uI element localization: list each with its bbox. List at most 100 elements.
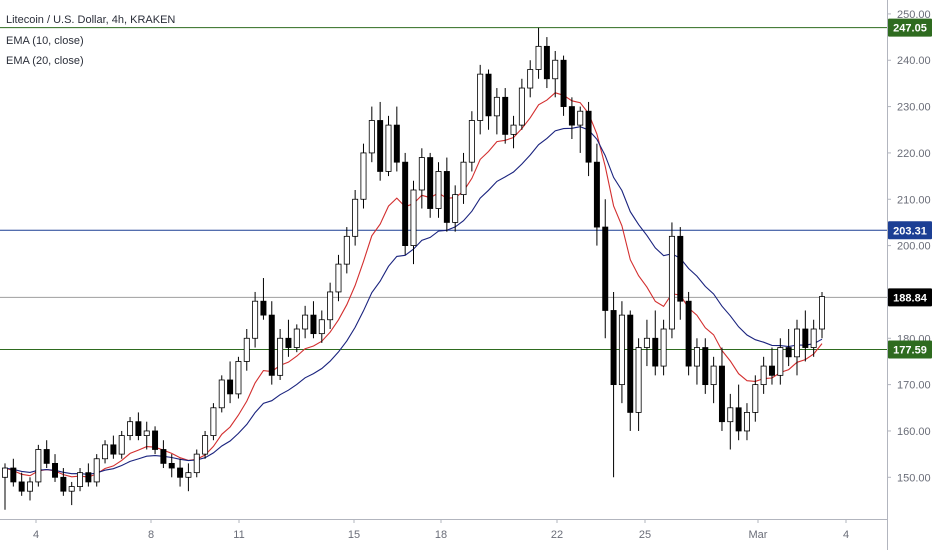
candle xyxy=(385,115,392,177)
candle-body xyxy=(318,319,325,335)
ema-lines xyxy=(4,92,823,478)
candle xyxy=(752,375,759,422)
candle xyxy=(485,69,492,130)
candle-body xyxy=(443,171,450,223)
level-label-177.59: 177.59 xyxy=(888,340,932,359)
candle xyxy=(143,421,150,450)
candles xyxy=(2,27,825,510)
level-label-bg xyxy=(888,340,932,359)
candle xyxy=(168,454,175,478)
candle xyxy=(602,199,609,339)
candle xyxy=(243,329,250,371)
candle-body xyxy=(452,194,459,223)
candle-body xyxy=(493,96,500,117)
candle-body xyxy=(410,189,417,246)
level-label-bg xyxy=(888,18,932,37)
candle xyxy=(643,319,650,367)
candle-body xyxy=(268,314,275,376)
level-label-203.31: 203.31 xyxy=(888,221,932,240)
candle-body xyxy=(393,124,400,163)
candle xyxy=(68,481,75,506)
candle-body xyxy=(710,365,717,386)
candle xyxy=(802,310,809,362)
candle xyxy=(110,435,117,459)
candle xyxy=(677,227,684,320)
candle-body xyxy=(518,87,525,126)
candle-body xyxy=(794,328,800,358)
candle xyxy=(93,454,100,487)
candle xyxy=(327,282,334,330)
candle-body xyxy=(702,347,709,386)
candle xyxy=(368,106,375,163)
candle xyxy=(618,301,625,404)
candle-body xyxy=(127,421,134,436)
candle-body xyxy=(802,328,809,348)
candle-body xyxy=(627,314,634,413)
candle xyxy=(660,319,667,376)
candle-body xyxy=(227,379,234,395)
candle xyxy=(85,463,92,487)
candle xyxy=(627,310,634,431)
candle xyxy=(435,162,442,218)
candle xyxy=(218,375,225,413)
candle-body xyxy=(360,152,367,200)
candle-body xyxy=(510,124,517,135)
candle-body xyxy=(252,300,259,339)
candle xyxy=(302,305,309,339)
ema20-legend: EMA (20, close) xyxy=(6,55,84,67)
horizontal-levels xyxy=(0,27,887,350)
candle-body xyxy=(43,449,50,464)
candle-body xyxy=(477,73,484,121)
candle-body xyxy=(502,96,509,135)
candle xyxy=(702,338,709,394)
candle-body xyxy=(193,453,200,474)
level-label-text: 177.59 xyxy=(893,344,927,356)
candle xyxy=(735,384,742,441)
level-label-bg xyxy=(888,221,932,240)
candle xyxy=(418,148,425,209)
candle xyxy=(668,222,675,339)
candle-body xyxy=(85,472,92,483)
candle-body xyxy=(377,120,384,172)
y-tick-label: 250.00 xyxy=(897,9,931,21)
candle-body xyxy=(819,296,825,330)
candle-body xyxy=(168,462,175,469)
candle-body xyxy=(552,59,559,80)
candle-body xyxy=(27,481,33,492)
candle-body xyxy=(2,467,8,478)
candle xyxy=(127,417,134,441)
candle-body xyxy=(685,300,692,367)
x-tick-label: 4 xyxy=(843,529,849,541)
candle-body xyxy=(693,347,700,367)
candle xyxy=(510,115,517,149)
y-tick-label: 220.00 xyxy=(897,148,931,160)
candle-body xyxy=(527,69,534,89)
chart-legend: Litecoin / U.S. Dollar, 4h, KRAKEN EMA (… xyxy=(6,10,175,72)
candle xyxy=(102,440,109,464)
candle-body xyxy=(68,486,75,492)
y-tick-label: 160.00 xyxy=(897,426,931,438)
candle-body xyxy=(77,472,84,487)
level-label-bg xyxy=(888,288,932,307)
candle xyxy=(768,347,775,385)
candle xyxy=(552,50,559,98)
candle xyxy=(352,189,359,246)
candle xyxy=(610,291,617,478)
candle-body xyxy=(610,310,617,386)
candle xyxy=(335,254,342,302)
candle-body xyxy=(285,337,292,348)
candle xyxy=(193,449,200,478)
candle-body xyxy=(327,291,334,321)
level-label-247.05: 247.05 xyxy=(888,18,932,37)
candle xyxy=(177,458,184,487)
x-tick-label: 8 xyxy=(148,529,154,541)
candle-body xyxy=(660,328,667,367)
candle-body xyxy=(652,337,659,367)
ema10-legend: EMA (10, close) xyxy=(6,34,84,47)
candle xyxy=(427,152,434,218)
candle xyxy=(718,347,725,431)
y-tick-label: 150.00 xyxy=(897,472,931,484)
candle xyxy=(527,60,534,98)
